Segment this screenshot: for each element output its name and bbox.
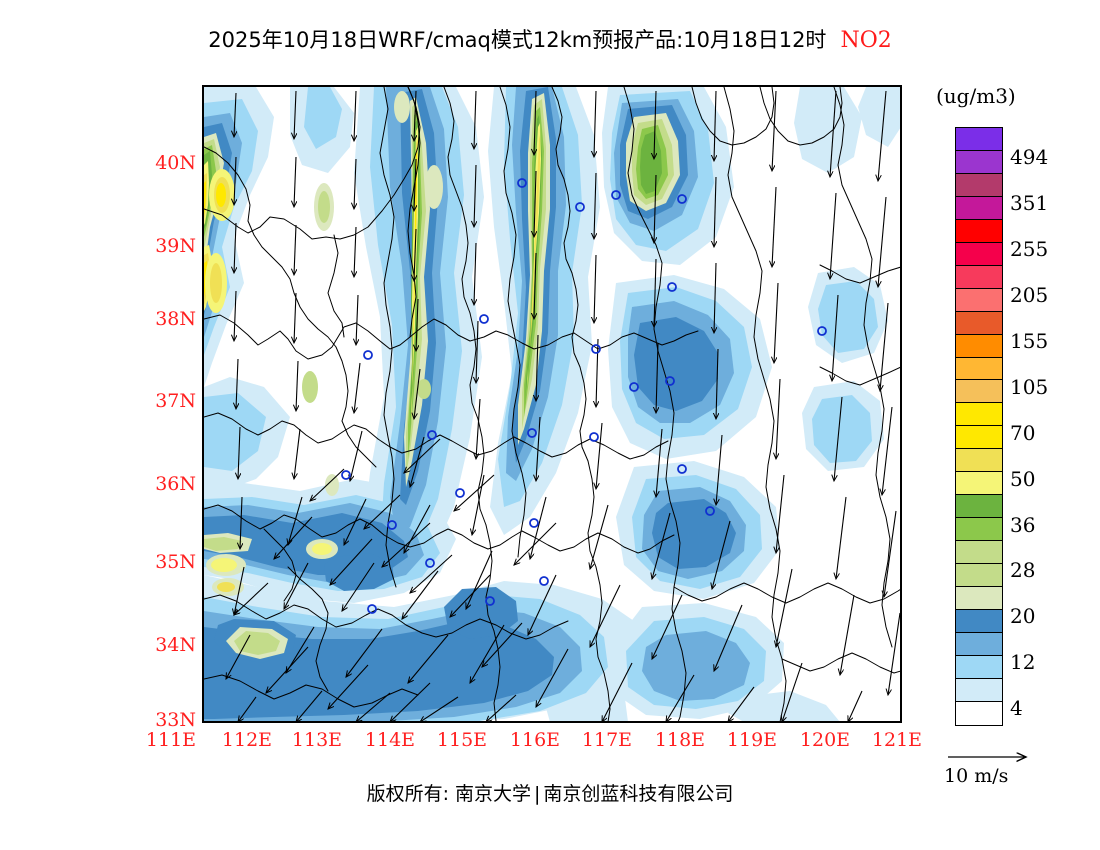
footer-company-text: 南京创蓝科技有限公司 — [543, 783, 734, 805]
colorbar-tick-494: 494 — [1010, 145, 1049, 169]
y-axis-label-37n: 37N — [155, 390, 196, 412]
x-axis-label-116e: 116E — [509, 729, 561, 751]
colorbar-tick-351: 351 — [1010, 191, 1049, 215]
colorbar-cell — [956, 426, 1002, 450]
footer-separator: | — [534, 783, 541, 805]
colorbar-cell — [956, 541, 1002, 565]
x-axis-label-112e: 112E — [221, 729, 273, 751]
colorbar-cell — [956, 610, 1002, 633]
title-species-label: NO2 — [840, 28, 892, 53]
colorbar[interactable] — [955, 127, 1003, 726]
colorbar-cell — [956, 128, 1002, 151]
colorbar-cell — [956, 219, 1002, 243]
colorbar-cell — [956, 655, 1002, 679]
x-axis-label-121e: 121E — [871, 729, 923, 751]
footer-copyright-text: 版权所有: 南京大学 — [366, 783, 532, 805]
wind-scale-label: 10 m/s — [944, 765, 1009, 787]
x-axis-label-113e: 113E — [291, 729, 343, 751]
colorbar-tick-4: 4 — [1010, 696, 1023, 720]
colorbar-cell — [956, 701, 1002, 725]
colorbar-tick-50: 50 — [1010, 467, 1036, 491]
colorbar-cell — [956, 196, 1002, 220]
colorbar-cell — [956, 518, 1002, 542]
colorbar-tick-255: 255 — [1010, 237, 1049, 261]
x-axis-label-115e: 115E — [436, 729, 488, 751]
y-axis-label-39n: 39N — [155, 235, 196, 257]
map-plot-area[interactable] — [202, 85, 902, 723]
colorbar-cell — [956, 472, 1002, 496]
colorbar-cell — [956, 334, 1002, 358]
colorbar-tick-205: 205 — [1010, 283, 1049, 307]
colorbar-cell — [956, 150, 1002, 174]
colorbar-tick-70: 70 — [1010, 421, 1036, 445]
y-axis-label-38n: 38N — [155, 308, 196, 330]
y-axis-label-35n: 35N — [155, 551, 196, 573]
x-axis-label-117e: 117E — [581, 729, 633, 751]
colorbar-cell — [956, 632, 1002, 656]
colorbar-tick-105: 105 — [1010, 375, 1049, 399]
colorbar-cell — [956, 173, 1002, 197]
colorbar-tick-20: 20 — [1010, 604, 1036, 628]
x-axis-label-119e: 119E — [726, 729, 778, 751]
colorbar-units-label: (ug/m3) — [936, 84, 1016, 108]
wind-scale-legend: 10 m/s — [940, 745, 1070, 795]
colorbar-tick-28: 28 — [1010, 558, 1036, 582]
colorbar-cell — [956, 495, 1002, 519]
colorbar-cell — [956, 449, 1002, 473]
colorbar-cell — [956, 311, 1002, 335]
y-axis-label-40n: 40N — [155, 152, 196, 174]
y-axis-label-33n: 33N — [155, 709, 196, 731]
colorbar-cell — [956, 678, 1002, 702]
footer-copyright: 版权所有: 南京大学 | 南京创蓝科技有限公司 — [0, 779, 1100, 806]
x-axis-label-120e: 120E — [799, 729, 851, 751]
colorbar-tick-155: 155 — [1010, 329, 1049, 353]
title-main-text: 2025年10月18日WRF/cmaq模式12km预报产品:10月18日12时 — [208, 28, 827, 52]
x-axis-label-118e: 118E — [654, 729, 706, 751]
colorbar-cell — [956, 288, 1002, 312]
colorbar-tick-12: 12 — [1010, 650, 1036, 674]
y-axis-label-34n: 34N — [155, 634, 196, 656]
colorbar-cell — [956, 564, 1002, 588]
colorbar-tick-36: 36 — [1010, 513, 1036, 537]
colorbar-cell — [956, 242, 1002, 266]
colorbar-cell — [956, 265, 1002, 289]
page-title: 2025年10月18日WRF/cmaq模式12km预报产品:10月18日12时 N… — [0, 24, 1100, 54]
map-canvas — [204, 87, 900, 721]
colorbar-cell — [956, 357, 1002, 381]
colorbar-cell — [956, 380, 1002, 404]
x-axis-label-111e: 111E — [145, 729, 197, 751]
colorbar-cell — [956, 587, 1002, 611]
colorbar-cell — [956, 403, 1002, 427]
y-axis-label-36n: 36N — [155, 473, 196, 495]
x-axis-label-114e: 114E — [364, 729, 416, 751]
wind-scale-arrow-canvas — [948, 745, 1070, 775]
